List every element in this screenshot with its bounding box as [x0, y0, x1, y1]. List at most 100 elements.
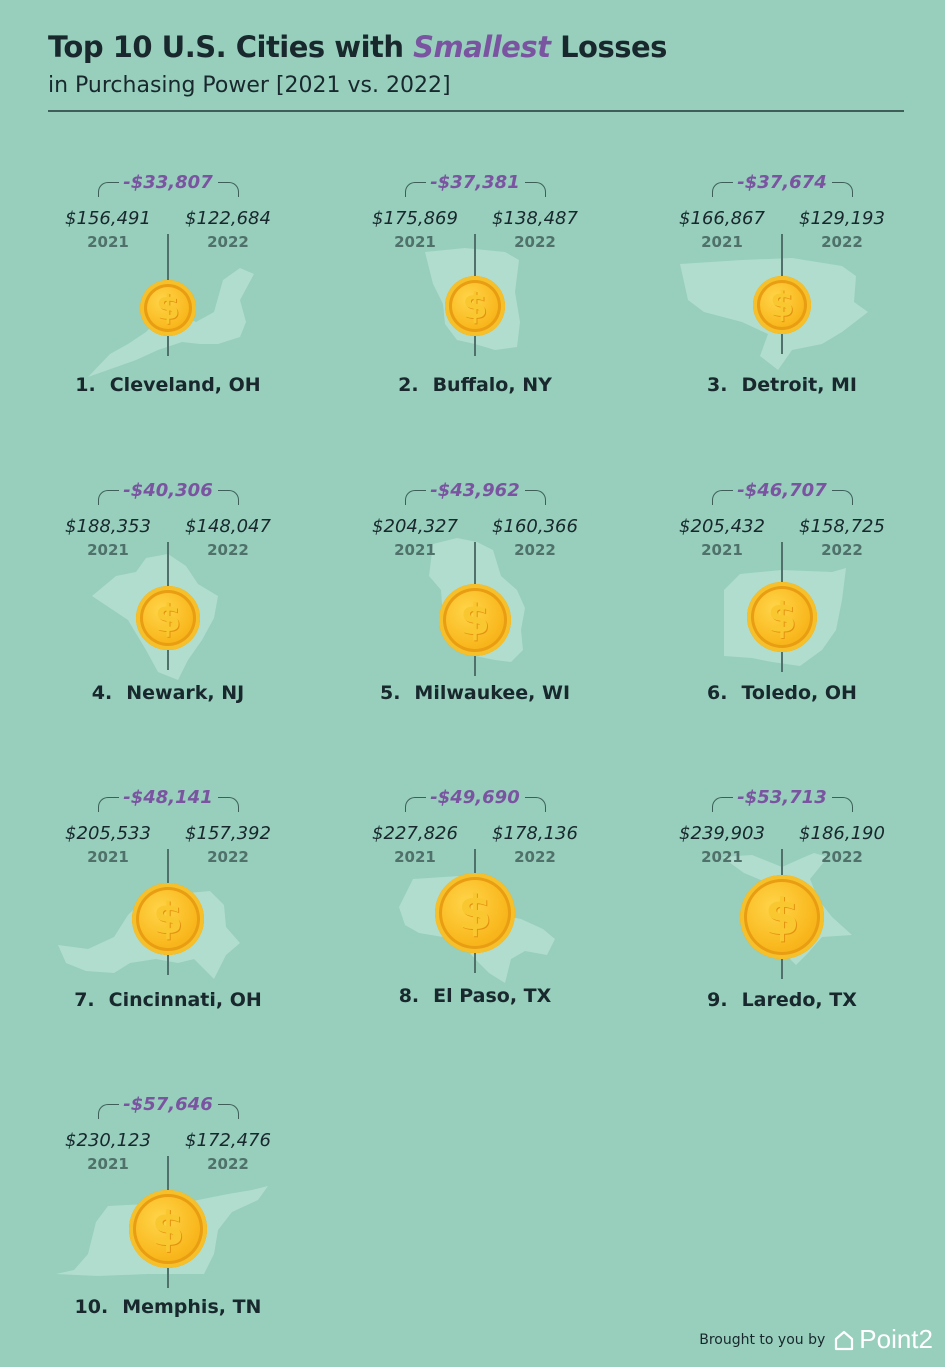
coin-icon: $ — [136, 586, 200, 650]
city-rank: 2. — [398, 374, 419, 396]
city-card: -$43,962 $204,327 $160,366 2021 2022 $5. Milwa… — [325, 480, 625, 740]
city-name: Cleveland, OH — [109, 374, 261, 396]
bracket-right — [832, 797, 853, 812]
value-2021: $239,903 — [679, 823, 765, 844]
coin-icon: $ — [140, 280, 196, 336]
year-2022-label: 2022 — [207, 541, 249, 559]
value-2021: $205,533 — [65, 823, 151, 844]
value-2022: $160,366 — [492, 516, 578, 537]
city-card: -$46,707 $205,432 $158,725 2021 2022 $6. Toled… — [632, 480, 932, 740]
city-card: -$48,141 $205,533 $157,392 2021 2022 $7. Cinci… — [18, 787, 318, 1047]
difference-label: -$53,713 — [737, 787, 827, 808]
bracket-left — [712, 182, 733, 197]
value-2021: $205,432 — [679, 516, 765, 537]
title-post: Losses — [550, 30, 667, 64]
year-2021-label: 2021 — [394, 233, 436, 251]
city-card: -$49,690 $227,826 $178,136 2021 2022 $8. El Pa… — [325, 787, 625, 1047]
city-rank: 7. — [74, 989, 95, 1011]
bracket-left — [98, 1104, 119, 1119]
bracket-right — [218, 797, 239, 812]
city-rank: 8. — [398, 985, 420, 1007]
year-2021-label: 2021 — [394, 848, 436, 866]
year-2022-label: 2022 — [821, 233, 863, 251]
year-2022-label: 2022 — [207, 233, 249, 251]
city-label: 6. Toledo, OH — [632, 682, 932, 704]
title-highlight: Smallest — [413, 30, 551, 64]
bracket-left — [405, 490, 426, 505]
difference-label: -$46,707 — [737, 480, 827, 501]
value-2022: $178,136 — [492, 823, 578, 844]
bracket-right — [525, 490, 546, 505]
bracket-left — [712, 490, 733, 505]
year-2021-label: 2021 — [701, 233, 743, 251]
city-label: 4. Newark, NJ — [18, 682, 318, 704]
brand-logo: Point2 — [833, 1324, 933, 1355]
bracket-right — [525, 182, 546, 197]
bracket-left — [712, 797, 733, 812]
bracket-left — [405, 182, 426, 197]
year-2021-label: 2021 — [87, 233, 129, 251]
value-2022: $122,684 — [185, 208, 271, 229]
difference-label: -$33,807 — [123, 172, 213, 193]
bracket-right — [832, 490, 853, 505]
bracket-left — [98, 490, 119, 505]
year-2021-label: 2021 — [87, 1155, 129, 1173]
difference-label: -$49,690 — [430, 787, 520, 808]
difference-label: -$57,646 — [123, 1094, 213, 1115]
bracket-left — [405, 797, 426, 812]
year-2021-label: 2021 — [701, 848, 743, 866]
value-2022: $138,487 — [492, 208, 578, 229]
city-label: 1. Cleveland, OH — [18, 374, 318, 396]
city-label: 7. Cincinnati, OH — [18, 989, 318, 1011]
bracket-right — [218, 490, 239, 505]
city-name: El Paso, TX — [433, 985, 552, 1007]
bracket-right — [832, 182, 853, 197]
value-2022: $158,725 — [799, 516, 885, 537]
year-2021-label: 2021 — [394, 541, 436, 559]
coin-icon: $ — [435, 873, 515, 953]
difference-label: -$40,306 — [123, 480, 213, 501]
bracket-right — [218, 1104, 239, 1119]
city-rank: 3. — [706, 374, 728, 396]
difference-label: -$48,141 — [123, 787, 213, 808]
city-card: -$37,381 $175,869 $138,487 2021 2022 $2. Buffa… — [325, 172, 625, 432]
year-2022-label: 2022 — [821, 848, 863, 866]
city-rank: 10. — [74, 1296, 109, 1318]
value-2022: $148,047 — [185, 516, 271, 537]
value-2022: $157,392 — [185, 823, 271, 844]
city-card: -$40,306 $188,353 $148,047 2021 2022 $4. Newar… — [18, 480, 318, 740]
coin-icon: $ — [740, 875, 824, 959]
city-name: Detroit, MI — [741, 374, 858, 396]
bracket-left — [98, 182, 119, 197]
city-rank: 9. — [707, 989, 728, 1011]
city-rank: 6. — [707, 682, 728, 704]
coin-icon: $ — [439, 584, 511, 656]
bracket-right — [525, 797, 546, 812]
brought-by-text: Brought to you by — [699, 1331, 826, 1348]
value-2021: $166,867 — [679, 208, 765, 229]
coin-icon: $ — [753, 276, 811, 334]
coin-icon: $ — [129, 1190, 207, 1268]
city-card: -$53,713 $239,903 $186,190 2021 2022 $9. Lared… — [632, 787, 932, 1047]
year-2022-label: 2022 — [514, 541, 556, 559]
city-label: 9. Laredo, TX — [632, 989, 932, 1011]
city-label: 5. Milwaukee, WI — [325, 682, 625, 704]
city-name: Toledo, OH — [741, 682, 857, 704]
city-name: Buffalo, NY — [432, 374, 552, 396]
city-name: Cincinnati, OH — [108, 989, 262, 1011]
city-rank: 4. — [91, 682, 113, 704]
value-2021: $227,826 — [372, 823, 458, 844]
title-pre: Top 10 U.S. Cities with — [48, 30, 414, 64]
difference-label: -$37,674 — [737, 172, 827, 193]
year-2022-label: 2022 — [514, 233, 556, 251]
city-label: 10. Memphis, TN — [18, 1296, 318, 1318]
brand-name: Point2 — [859, 1324, 933, 1354]
year-2022-label: 2022 — [207, 1155, 249, 1173]
year-2022-label: 2022 — [821, 541, 863, 559]
year-2021-label: 2021 — [87, 848, 129, 866]
coin-icon: $ — [747, 582, 817, 652]
difference-label: -$43,962 — [430, 480, 520, 501]
coin-icon: $ — [132, 883, 204, 955]
year-2022-label: 2022 — [207, 848, 249, 866]
value-2021: $188,353 — [65, 516, 151, 537]
